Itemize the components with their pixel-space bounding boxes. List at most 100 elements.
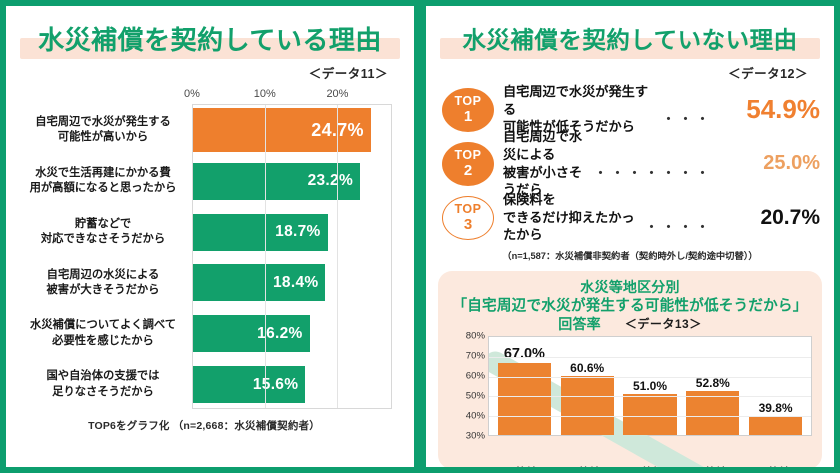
column-bar	[623, 394, 677, 436]
y-axis-tick: 40%	[465, 410, 485, 422]
column-bar	[686, 390, 740, 436]
column-x-label: 4等地(n=333)	[686, 466, 740, 467]
column-x-labels: 1等地(n=352) 2等地(n=320) 3等地(n=304) 4等地(n=333)…	[488, 466, 812, 467]
column-x-label: 5等地(n=278)	[749, 466, 803, 467]
left-panel: 水災補償を契約している理由 ＜データ11＞ 0% 10% 20% 自宅周辺で水災が発…	[0, 0, 420, 473]
x-axis-ticks: 0% 10% 20%	[184, 88, 392, 104]
card-title: 水災等地区分別 「自宅周辺で水災が発生する可能性が低そうだから」 回答率 ＜デー…	[448, 279, 812, 333]
bar-category-label: 水災補償についてよく調べて 必要性を感じたから	[29, 319, 177, 347]
gridline	[489, 376, 811, 378]
district-chart-card: 水災等地区分別 「自宅周辺で水災が発生する可能性が低そうだから」 回答率 ＜デー…	[438, 271, 822, 467]
card-title-line1: 水災等地区分別	[580, 279, 680, 295]
y-axis-tick: 60%	[465, 370, 485, 382]
column-x-label: 1等地(n=352)	[497, 466, 551, 467]
left-title-highlight	[20, 38, 400, 59]
x-axis-tick: 10%	[253, 88, 276, 100]
rank-badge-number: 1	[463, 108, 473, 126]
leader-dots: ・・・・	[643, 219, 712, 236]
column-bars: 67.0% 60.6% 51.0% 52.8% 39.8%	[489, 337, 811, 436]
bar: 18.4%	[193, 264, 326, 302]
right-footnote: （n=1,587：水災補償非契約者（契約時外し/契約途中切替））	[502, 251, 758, 261]
horizontal-bar-chart: 0%10%20% 自宅周辺で水災が発生する可能性が高いから24.7%水災で生活再…	[6, 88, 414, 433]
bar-row: 貯蓄などで 対応できなさそうだから 18.7%	[41, 207, 391, 258]
rank-badge-number: 2	[463, 162, 473, 180]
top-reasons-list: TOP 1 自宅周辺で水災が発生する 可能性が低そうだから ・・・ 54.9% TOP 2 自宅…	[426, 82, 834, 242]
column-value-label: 52.8%	[695, 375, 730, 390]
top-reason-value: 25.0%	[763, 152, 820, 174]
rank-badge-label: TOP	[454, 201, 482, 216]
y-axis-tick: 50%	[465, 390, 485, 402]
rank-badge-label: TOP	[454, 93, 482, 108]
bar-category-label: 貯蓄などで 対応できなさそうだから	[40, 217, 166, 246]
bar-row: 水災で生活再建にかかる費 用が高額になると思ったから 23.2%	[30, 156, 391, 207]
left-panel-inner: 水災補償を契約している理由 ＜データ11＞ 0% 10% 20% 自宅周辺で水災が発…	[6, 6, 414, 467]
rank-badge-1: TOP 1	[442, 87, 494, 132]
card-title-row3: 回答率 ＜データ13＞	[448, 316, 812, 334]
bar-value-label: 18.4%	[273, 273, 319, 291]
top-reason-text: 自宅周辺で水災による 被害が小さそうだら	[503, 129, 583, 198]
column-bar-wrap: 67.0%	[497, 337, 552, 436]
column-bar-wrap: 52.8%	[686, 337, 740, 436]
left-data-tag: ＜データ11＞	[308, 67, 388, 81]
column-bar-wrap: 60.6%	[560, 337, 614, 436]
bar-value-label: 16.2%	[257, 324, 303, 342]
rank-badge-label: TOP	[454, 147, 482, 162]
bar-plot-area: 自宅周辺で水災が発生する可能性が高いから24.7%水災で生活再建にかかる費用が高…	[30, 104, 392, 409]
column-value-label: 67.0%	[503, 345, 545, 362]
x-axis-tick: 20%	[326, 88, 349, 100]
card-title-line3: 回答率	[558, 315, 601, 332]
column-value-label: 51.0%	[632, 379, 667, 394]
top-reason-item: TOP 3 保険料を できるだけ抑えたかったから ・・・・ 20.7%	[442, 192, 820, 242]
column-x-label: 2等地(n=320)	[560, 466, 614, 467]
bar-rows: 自宅周辺で水災が発生する可能性が高いから24.7%水災で生活再建にかかる費用が高…	[30, 105, 391, 408]
right-title-wrap: 水災補償を契約していない理由	[426, 19, 834, 61]
x-axis-tick: 0%	[184, 88, 200, 100]
top-reason-text: 自宅周辺で水災が発生する 可能性が低そうだから	[503, 84, 649, 135]
left-title-wrap: 水災補償を契約している理由	[6, 19, 414, 61]
column-chart: 80% 70% 60% 50% 40% 30% 67.0% 60.6% 51.0% 52.8% 3…	[448, 331, 812, 467]
rank-badge-3: TOP 3	[442, 195, 494, 240]
leader-dots: ・・・・・・・	[592, 165, 712, 182]
bar-category-label: 国や自治体の支援では 足りなさそうだから	[46, 370, 160, 398]
gridline	[489, 357, 811, 359]
right-panel: 水災補償を契約していない理由 ＜データ12＞ TOP 1 自宅周辺で水災が発生する可…	[420, 0, 840, 473]
column-value-label: 39.8%	[758, 401, 793, 416]
top-reason-item: TOP 2 自宅周辺で水災による 被害が小さそうだら ・・・・・・・ 25.0%	[442, 129, 820, 197]
gridline	[489, 415, 811, 417]
left-footnote: TOP6をグラフ化 （n=2,668：水災補償契約者）	[88, 420, 320, 432]
top-reason-item: TOP 1 自宅周辺で水災が発生する 可能性が低そうだから ・・・ 54.9%	[442, 84, 820, 135]
rank-badge-2: TOP 2	[442, 141, 494, 186]
right-title-highlight	[440, 38, 820, 59]
bar-category-label: 自宅周辺の水災による 被害が大きそうだから	[46, 268, 160, 296]
right-panel-inner: 水災補償を契約していない理由 ＜データ12＞ TOP 1 自宅周辺で水災が発生する可…	[426, 6, 834, 467]
top-reason-value: 20.7%	[760, 205, 820, 229]
bar-category-label: 自宅周辺で水災が発生する 可能性が高いから	[35, 116, 171, 144]
bar-row: 水災補償についてよく調べて 必要性を感じたから 16.2%	[30, 308, 391, 359]
bar-value-label: 18.7%	[275, 223, 321, 241]
y-axis-tick: 70%	[465, 350, 485, 362]
bar: 24.7%	[193, 108, 371, 153]
left-panel-title: 水災補償を契約している理由	[38, 25, 382, 55]
card-data-tag: ＜データ13＞	[624, 316, 702, 331]
bar: 15.6%	[193, 366, 306, 404]
right-panel-title: 水災補償を契約していない理由	[462, 27, 798, 53]
bar-category-label: 水災で生活再建にかかる費 用が高額になると思ったから	[29, 166, 177, 195]
top-reason-value: 54.9%	[746, 94, 820, 124]
bar-value-label: 23.2%	[307, 172, 354, 190]
column-bar	[748, 416, 803, 436]
bar: 18.7%	[193, 213, 328, 251]
column-bar	[497, 362, 552, 436]
gridline	[337, 105, 338, 408]
column-bar-wrap: 39.8%	[748, 337, 803, 436]
bar: 23.2%	[193, 162, 361, 200]
column-plot-area: 67.0% 60.6% 51.0% 52.8% 39.8%	[488, 336, 812, 467]
gridline	[489, 396, 811, 398]
y-axis-tick: 80%	[465, 330, 485, 342]
bar-value-label: 15.6%	[252, 375, 299, 393]
leader-dots: ・・・	[660, 111, 712, 128]
card-title-line2: 「自宅周辺で水災が発生する可能性が低そうだから」	[452, 297, 808, 314]
bar: 16.2%	[193, 315, 310, 353]
bar-row: 自宅周辺の水災による 被害が大きそうだから 18.4%	[47, 258, 391, 309]
